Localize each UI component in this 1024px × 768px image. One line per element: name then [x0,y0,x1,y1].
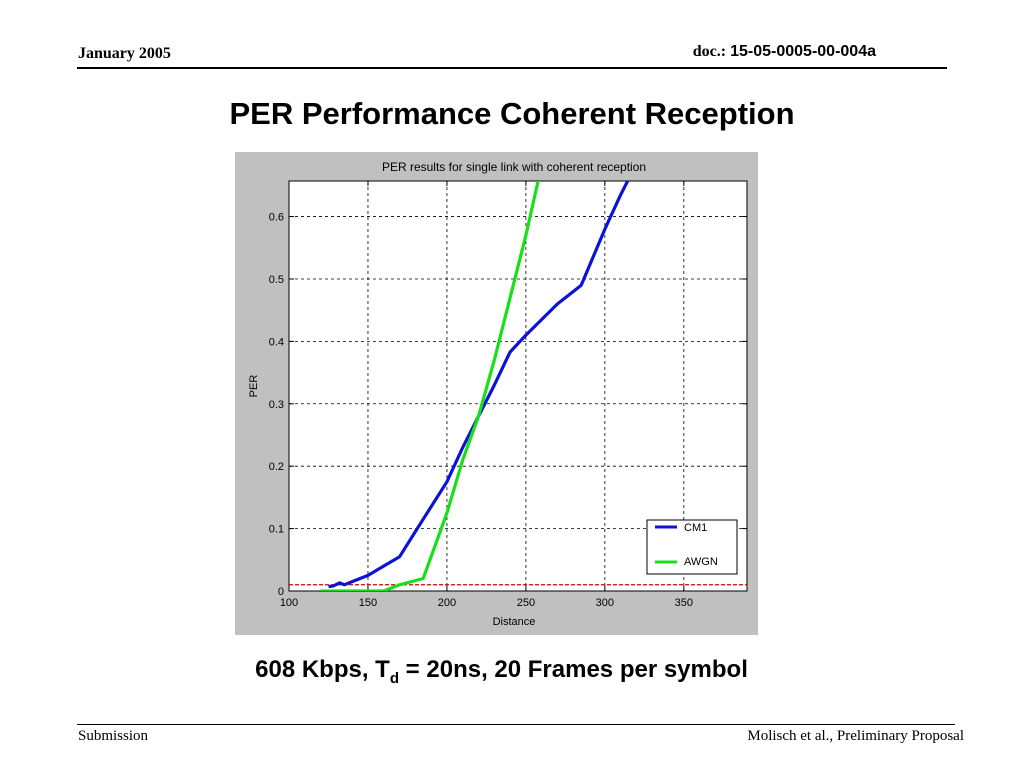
slide-title: PER Performance Coherent Reception [229,96,795,131]
y-tick-label: 0.3 [269,399,284,411]
y-tick-labels: 0 0.1 0.2 0.3 0.4 0.5 0.6 [269,212,284,598]
chart-title: PER results for single link with coheren… [382,160,646,174]
x-tick-label: 300 [596,597,614,609]
legend-label-awgn: AWGN [684,556,718,568]
caption-text-1: 608 Kbps, T [255,656,390,683]
series-line-awgn [320,181,540,591]
caption-text-2: = 20ns, 20 Frames per symbol [399,656,748,683]
x-tick-label: 200 [438,597,456,609]
y-tick-label: 0.1 [269,524,284,536]
series-line-cm1 [328,181,630,589]
header-rule [77,67,947,69]
chart-figure: PER results for single link with coheren… [235,152,758,635]
slide-caption: 608 Kbps, Td = 20ns, 20 Frames per symbo… [0,656,1003,687]
x-tick-labels: 100 150 200 250 300 350 [280,597,693,609]
y-tick-label: 0.2 [269,461,284,473]
legend-box [646,519,738,575]
x-tick-label: 150 [359,597,377,609]
footer-rule [77,724,955,725]
x-tick-label: 350 [675,597,693,609]
y-tick-label: 0 [278,586,284,598]
legend: CM1 AWGN [646,519,738,575]
x-tick-label: 250 [517,597,535,609]
series-lines [320,181,630,591]
footer-right: Molisch et al., Preliminary Proposal [747,728,964,744]
per-chart: PER results for single link with coheren… [248,160,748,628]
x-tick-label: 100 [280,597,298,609]
axis-ticks [288,181,747,592]
header-date: January 2005 [78,45,171,62]
caption-subscript: d [389,669,400,687]
header-doc-id: doc.: 15-05-0005-00-004a [693,43,876,61]
y-tick-label: 0.6 [269,212,284,224]
y-tick-label: 0.5 [269,274,284,286]
legend-label-cm1: CM1 [684,522,707,534]
footer-left: Submission [78,728,149,744]
y-axis-label: PER [248,375,260,398]
header-doc-prefix: doc.: [692,43,731,60]
y-tick-label: 0.4 [269,336,284,348]
x-axis-label: Distance [493,616,536,628]
header-doc-number: 15-05-0005-00-004a [730,43,876,60]
